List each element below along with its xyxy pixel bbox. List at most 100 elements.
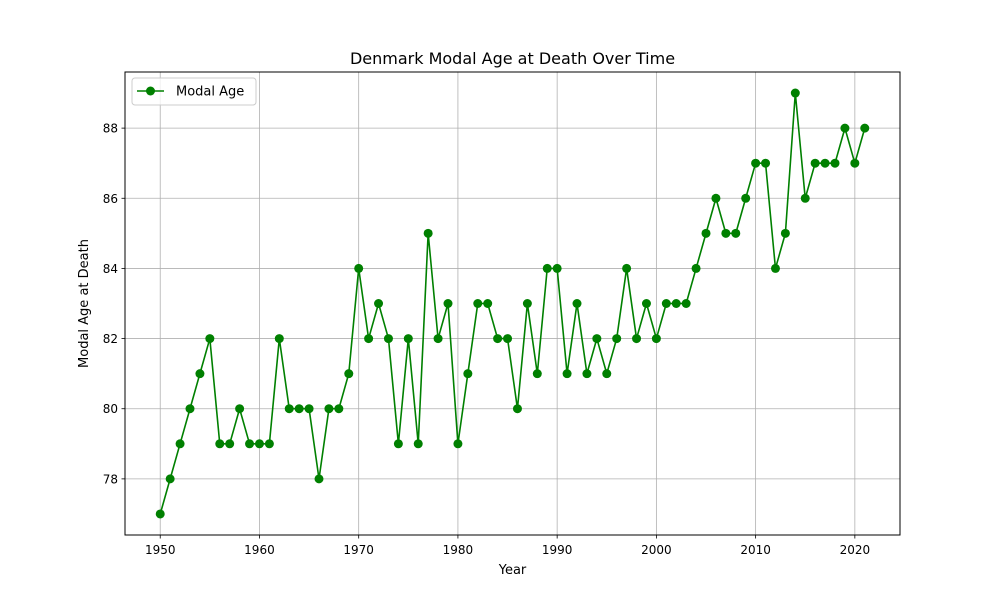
data-point — [830, 158, 840, 168]
data-point — [800, 193, 810, 203]
data-point — [443, 299, 453, 308]
data-point — [463, 369, 473, 379]
series-line — [159, 92, 866, 515]
legend-entry-label: Modal Age — [176, 85, 244, 100]
x-tick-label: 1980 — [443, 543, 474, 557]
y-tick-label: 84 — [103, 262, 118, 276]
data-point — [612, 334, 622, 344]
data-point — [304, 404, 314, 414]
data-point — [334, 404, 344, 414]
y-tick-label: 86 — [103, 192, 118, 206]
data-point — [383, 334, 393, 344]
data-point — [364, 334, 374, 344]
data-point — [473, 299, 483, 308]
y-tick-label: 78 — [103, 472, 118, 486]
y-tick-label: 82 — [103, 332, 118, 346]
data-point — [602, 369, 612, 379]
data-point — [453, 439, 463, 449]
data-point — [493, 334, 503, 344]
axis-ticks: 1950 1960 1970 1980 1990 2000 2010 2020 78 80 82 84… — [103, 122, 870, 557]
data-point — [820, 158, 830, 168]
x-tick-label: 2020 — [840, 543, 871, 557]
data-point — [721, 228, 731, 238]
data-point — [225, 439, 235, 449]
data-point — [483, 299, 493, 308]
data-point — [235, 404, 245, 414]
data-point — [522, 299, 532, 308]
data-point — [354, 263, 364, 273]
data-point — [165, 474, 175, 484]
data-point — [741, 193, 751, 203]
x-tick-label: 2000 — [641, 543, 672, 557]
data-point — [245, 439, 255, 449]
data-point — [641, 299, 651, 308]
data-point — [572, 299, 582, 308]
data-point — [284, 404, 294, 414]
legend-marker-swatch — [146, 86, 155, 96]
data-point — [254, 439, 264, 449]
data-point — [393, 439, 403, 449]
grid — [125, 72, 900, 535]
data-point — [155, 509, 165, 519]
legend-box — [131, 77, 257, 106]
data-point — [374, 299, 384, 308]
data-point — [562, 369, 572, 379]
data-point — [413, 439, 423, 449]
data-point — [532, 369, 542, 379]
x-tick-label: 1950 — [145, 543, 176, 557]
data-point — [592, 334, 602, 344]
data-point — [294, 404, 304, 414]
data-point — [622, 263, 632, 273]
chart-title: Denmark Modal Age at Death Over Time — [350, 49, 675, 68]
plot-frame — [124, 71, 901, 536]
data-point — [205, 334, 215, 344]
data-point — [542, 263, 552, 273]
data-point — [761, 158, 771, 168]
data-point — [264, 439, 274, 449]
y-axis-label: Modal Age at Death — [77, 239, 92, 368]
series-layer — [155, 88, 870, 519]
data-point — [701, 228, 711, 238]
x-axis-label: Year — [498, 563, 527, 578]
data-point — [215, 439, 225, 449]
data-point — [274, 334, 284, 344]
data-point — [780, 228, 790, 238]
data-point — [731, 228, 741, 238]
x-tick-label: 1990 — [542, 543, 573, 557]
data-point — [175, 439, 185, 449]
data-point — [324, 404, 334, 414]
data-point — [433, 334, 443, 344]
data-point — [751, 158, 761, 168]
data-point — [403, 334, 413, 344]
data-point — [810, 158, 820, 168]
data-point — [582, 369, 592, 379]
data-point — [770, 263, 780, 273]
data-point — [314, 474, 324, 484]
data-point — [185, 404, 195, 414]
data-point — [711, 193, 721, 203]
x-tick-label: 1960 — [244, 543, 275, 557]
data-point — [195, 369, 205, 379]
data-point — [850, 158, 860, 168]
data-point — [681, 299, 691, 308]
data-point — [512, 404, 522, 414]
data-point — [632, 334, 642, 344]
data-point — [651, 334, 661, 344]
data-point — [344, 369, 354, 379]
x-tick-label: 1970 — [343, 543, 374, 557]
data-point — [661, 299, 671, 308]
data-point — [503, 334, 513, 344]
legend: Modal Age — [131, 77, 257, 106]
y-tick-label: 88 — [103, 122, 118, 136]
data-point — [552, 263, 562, 273]
data-point — [790, 88, 800, 98]
y-tick-label: 80 — [103, 402, 118, 416]
data-point — [860, 123, 870, 133]
data-point — [691, 263, 701, 273]
data-point — [423, 228, 433, 238]
data-point — [671, 299, 681, 308]
x-tick-label: 2010 — [740, 543, 771, 557]
data-point — [840, 123, 850, 133]
